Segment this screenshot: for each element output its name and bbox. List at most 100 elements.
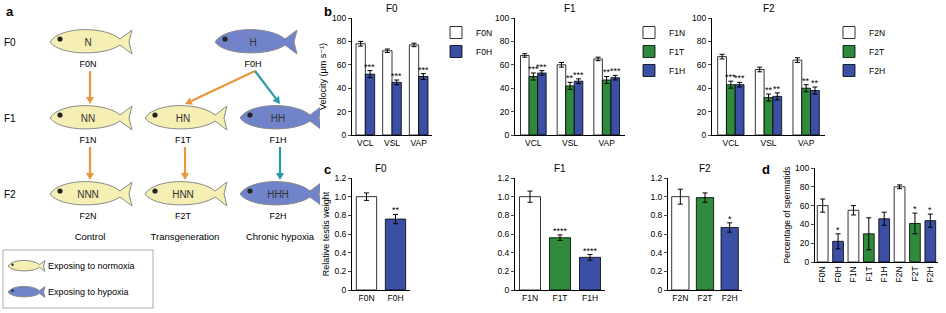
svg-text:F2H: F2H bbox=[869, 66, 885, 76]
svg-text:0: 0 bbox=[505, 130, 510, 140]
svg-text:60: 60 bbox=[800, 201, 810, 211]
svg-text:0.8: 0.8 bbox=[334, 210, 346, 220]
svg-text:F2: F2 bbox=[699, 163, 711, 174]
svg-text:1.0: 1.0 bbox=[650, 192, 662, 202]
svg-text:F1T: F1T bbox=[175, 135, 192, 145]
svg-text:40: 40 bbox=[800, 219, 810, 229]
svg-text:F0N: F0N bbox=[817, 266, 827, 282]
svg-text:***: *** bbox=[725, 72, 736, 82]
svg-text:F0: F0 bbox=[386, 3, 398, 14]
svg-text:***: *** bbox=[734, 73, 745, 83]
svg-text:0: 0 bbox=[658, 285, 663, 295]
svg-text:F1N: F1N bbox=[522, 293, 538, 303]
svg-text:F0H: F0H bbox=[833, 266, 843, 282]
svg-text:H: H bbox=[249, 37, 256, 48]
svg-text:***: *** bbox=[536, 62, 547, 72]
svg-text:0.6: 0.6 bbox=[650, 229, 662, 239]
svg-text:40: 40 bbox=[500, 83, 510, 93]
svg-text:F1N: F1N bbox=[848, 266, 858, 282]
svg-text:**: ** bbox=[392, 205, 400, 215]
svg-text:***: *** bbox=[391, 71, 402, 81]
svg-text:Percentage of spermatids: Percentage of spermatids bbox=[782, 167, 792, 264]
svg-text:80: 80 bbox=[800, 182, 810, 192]
svg-text:Transgeneration: Transgeneration bbox=[151, 231, 220, 242]
svg-text:100: 100 bbox=[692, 13, 706, 23]
svg-text:60: 60 bbox=[697, 60, 707, 70]
svg-text:F1: F1 bbox=[564, 3, 576, 14]
svg-text:0: 0 bbox=[505, 285, 510, 295]
svg-text:100: 100 bbox=[332, 13, 346, 23]
svg-text:Control: Control bbox=[75, 231, 106, 242]
svg-text:F0H: F0H bbox=[476, 47, 492, 57]
svg-text:F2N: F2N bbox=[672, 293, 688, 303]
svg-text:F2H: F2H bbox=[925, 266, 935, 282]
svg-text:100: 100 bbox=[795, 163, 809, 173]
svg-text:F1T: F1T bbox=[669, 47, 684, 57]
svg-text:0.4: 0.4 bbox=[497, 248, 509, 258]
svg-text:c: c bbox=[324, 162, 331, 177]
svg-text:F2T: F2T bbox=[697, 293, 712, 303]
svg-text:F0N: F0N bbox=[476, 28, 492, 38]
svg-text:NN: NN bbox=[81, 113, 95, 124]
svg-text:1.2: 1.2 bbox=[497, 173, 509, 183]
svg-text:VCL: VCL bbox=[723, 138, 740, 148]
svg-text:Exposing to normoxia: Exposing to normoxia bbox=[48, 261, 135, 271]
svg-text:0: 0 bbox=[805, 257, 810, 267]
svg-text:**: ** bbox=[603, 67, 611, 77]
svg-text:F1H: F1H bbox=[669, 66, 685, 76]
svg-text:VAP: VAP bbox=[410, 138, 427, 148]
svg-text:***: *** bbox=[364, 62, 375, 72]
svg-text:*: * bbox=[836, 225, 840, 235]
svg-text:F2N: F2N bbox=[869, 28, 885, 38]
svg-text:HNN: HNN bbox=[172, 189, 194, 200]
svg-text:20: 20 bbox=[337, 107, 347, 117]
svg-text:1.2: 1.2 bbox=[650, 173, 662, 183]
svg-text:Velocity (μm s⁻¹): Velocity (μm s⁻¹) bbox=[318, 43, 328, 110]
svg-text:F0H: F0H bbox=[244, 59, 261, 69]
svg-text:F1: F1 bbox=[4, 113, 16, 124]
svg-text:20: 20 bbox=[500, 107, 510, 117]
svg-text:N: N bbox=[84, 37, 91, 48]
svg-text:0.2: 0.2 bbox=[650, 266, 662, 276]
svg-text:Chronic hypoxia: Chronic hypoxia bbox=[246, 231, 315, 242]
svg-text:HHH: HHH bbox=[267, 189, 289, 200]
svg-text:F2N: F2N bbox=[79, 211, 96, 221]
svg-text:***: *** bbox=[610, 66, 621, 76]
svg-text:F2T: F2T bbox=[910, 266, 920, 281]
svg-text:80: 80 bbox=[697, 36, 707, 46]
svg-text:***: *** bbox=[418, 65, 429, 75]
svg-text:0.4: 0.4 bbox=[334, 248, 346, 258]
svg-text:**: ** bbox=[802, 76, 810, 86]
svg-text:F2H: F2H bbox=[722, 293, 738, 303]
svg-text:0.2: 0.2 bbox=[497, 266, 509, 276]
svg-text:NNN: NNN bbox=[77, 189, 99, 200]
svg-text:F0N: F0N bbox=[79, 59, 96, 69]
svg-text:0.8: 0.8 bbox=[650, 210, 662, 220]
svg-text:VCL: VCL bbox=[357, 138, 374, 148]
svg-text:1.0: 1.0 bbox=[334, 192, 346, 202]
svg-text:***: *** bbox=[573, 70, 584, 80]
svg-text:F1N: F1N bbox=[79, 135, 96, 145]
svg-text:**: ** bbox=[811, 78, 819, 88]
svg-text:*: * bbox=[728, 214, 732, 224]
svg-text:**: ** bbox=[566, 73, 574, 83]
svg-text:****: **** bbox=[583, 246, 598, 256]
svg-text:0: 0 bbox=[342, 285, 347, 295]
svg-text:F1N: F1N bbox=[669, 28, 685, 38]
svg-text:F1H: F1H bbox=[269, 135, 286, 145]
svg-text:VAP: VAP bbox=[798, 138, 815, 148]
svg-text:a: a bbox=[6, 4, 14, 19]
svg-text:100: 100 bbox=[495, 13, 509, 23]
svg-text:*: * bbox=[913, 204, 917, 214]
svg-text:F1H: F1H bbox=[582, 293, 598, 303]
svg-text:1.2: 1.2 bbox=[334, 173, 346, 183]
svg-text:0.8: 0.8 bbox=[497, 210, 509, 220]
svg-text:VSL: VSL bbox=[562, 138, 578, 148]
svg-text:d: d bbox=[762, 162, 770, 177]
svg-text:F1T: F1T bbox=[552, 293, 567, 303]
svg-text:**: ** bbox=[765, 85, 773, 95]
svg-text:HN: HN bbox=[176, 113, 190, 124]
svg-text:***: *** bbox=[528, 64, 539, 74]
svg-text:**: ** bbox=[773, 84, 781, 94]
svg-text:*: * bbox=[928, 205, 932, 215]
